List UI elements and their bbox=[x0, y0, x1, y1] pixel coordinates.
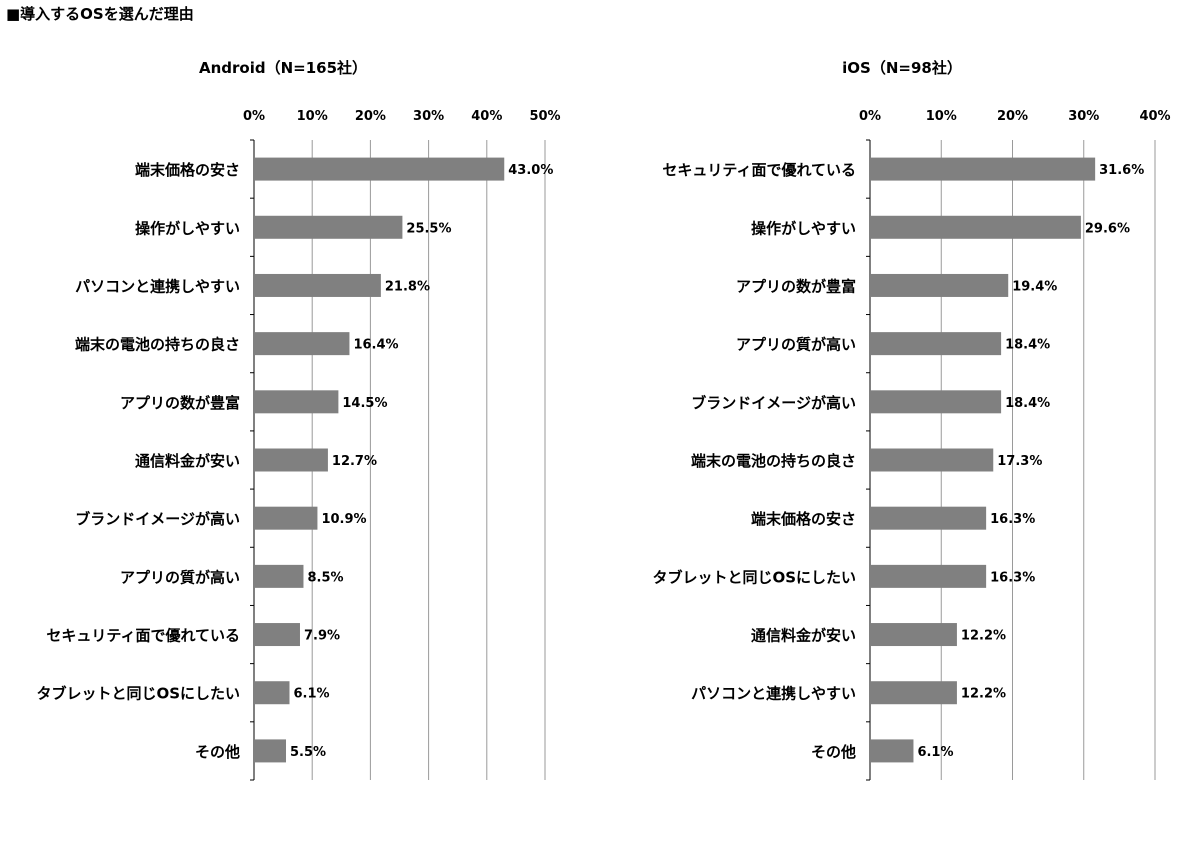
ios-data-label: 29.6% bbox=[1085, 221, 1130, 236]
android-chart: Android（N=165社） 0% 10% 20% 30% 40% 50% 端末価格の安さ… bbox=[36, 59, 561, 781]
ios-data-label: 16.3% bbox=[990, 512, 1035, 527]
ios-bar bbox=[870, 739, 914, 763]
android-bar bbox=[254, 681, 290, 705]
android-bar bbox=[254, 390, 339, 414]
ios-data-label: 12.2% bbox=[961, 687, 1006, 702]
android-category-label: 端末の電池の持ちの良さ bbox=[75, 336, 240, 354]
ios-data-label: 18.4% bbox=[1005, 396, 1050, 411]
ios-data-label: 6.1% bbox=[917, 745, 953, 760]
android-bar bbox=[254, 332, 350, 356]
android-chart-title: Android（N=165社） bbox=[198, 59, 368, 77]
android-bar bbox=[254, 157, 505, 181]
ios-category-label: 通信料金が安い bbox=[751, 627, 856, 645]
ios-tick-label: 10% bbox=[926, 109, 957, 124]
ios-chart-title: iOS（N=98社） bbox=[842, 59, 962, 77]
android-data-label: 10.9% bbox=[321, 512, 366, 527]
android-bar bbox=[254, 564, 304, 588]
android-category-label: ブランドイメージが高い bbox=[75, 510, 240, 528]
ios-category-label: タブレットと同じOSにしたい bbox=[652, 568, 856, 586]
ios-category-label: 操作がしやすい bbox=[751, 219, 856, 237]
android-data-label: 8.5% bbox=[307, 570, 343, 585]
ios-plot: 0% 10% 20% 30% 40% セキュリティ面で優れている 31.6% 操作がしやすい 2… bbox=[652, 109, 1171, 781]
android-category-label: アプリの質が高い bbox=[120, 568, 240, 586]
android-bar bbox=[254, 448, 328, 472]
ios-bar bbox=[870, 332, 1002, 356]
ios-category-label: パソコンと連携しやすい bbox=[691, 685, 856, 703]
ios-tick-label: 40% bbox=[1139, 109, 1170, 124]
android-category-label: その他 bbox=[195, 743, 240, 761]
android-data-label: 5.5% bbox=[290, 745, 326, 760]
android-tick-label: 30% bbox=[413, 109, 444, 124]
android-bar bbox=[254, 739, 287, 763]
ios-bar bbox=[870, 273, 1009, 297]
ios-data-label: 16.3% bbox=[990, 570, 1035, 585]
ios-category-label: 端末の電池の持ちの良さ bbox=[691, 452, 856, 470]
ios-category-label: その他 bbox=[811, 743, 856, 761]
ios-bar bbox=[870, 623, 957, 647]
ios-chart: iOS（N=98社） 0% 10% 20% 30% 40% セキュリティ面で優れている 31… bbox=[600, 0, 1200, 852]
ios-bar bbox=[870, 390, 1002, 414]
ios-bar bbox=[870, 157, 1096, 181]
ios-bar bbox=[870, 681, 957, 705]
ios-bar bbox=[870, 564, 987, 588]
ios-category-label: アプリの質が高い bbox=[736, 336, 856, 354]
ios-category-label: 端末価格の安さ bbox=[751, 510, 856, 528]
ios-category-label: ブランドイメージが高い bbox=[691, 394, 856, 412]
ios-category-label: セキュリティ面で優れている bbox=[662, 161, 856, 179]
ios-category-label: アプリの数が豊富 bbox=[736, 277, 856, 295]
android-category-label: 通信料金が安い bbox=[135, 452, 240, 470]
ios-data-label: 31.6% bbox=[1099, 163, 1144, 178]
ios-bar bbox=[870, 448, 994, 472]
android-bar bbox=[254, 506, 318, 530]
android-data-label: 16.4% bbox=[353, 338, 398, 353]
ios-data-label: 12.2% bbox=[961, 629, 1006, 644]
android-data-label: 14.5% bbox=[342, 396, 387, 411]
android-data-label: 6.1% bbox=[294, 687, 330, 702]
android-bar bbox=[254, 623, 300, 647]
android-plot: 0% 10% 20% 30% 40% 50% 端末価格の安さ 43.0% 操作がしやすい 25.5… bbox=[36, 109, 561, 781]
page-title: ■導入するOSを選んだ理由 bbox=[6, 5, 194, 23]
ios-tick-label: 20% bbox=[997, 109, 1028, 124]
android-category-label: パソコンと連携しやすい bbox=[75, 277, 240, 295]
android-category-label: アプリの数が豊富 bbox=[120, 394, 240, 412]
ios-data-label: 17.3% bbox=[997, 454, 1042, 469]
android-category-label: 操作がしやすい bbox=[135, 219, 240, 237]
android-category-label: 端末価格の安さ bbox=[135, 161, 240, 179]
ios-tick-label: 0% bbox=[859, 109, 881, 124]
android-tick-label: 20% bbox=[355, 109, 386, 124]
android-tick-label: 0% bbox=[243, 109, 265, 124]
android-tick-label: 50% bbox=[529, 109, 560, 124]
android-tick-label: 10% bbox=[297, 109, 328, 124]
ios-bar bbox=[870, 215, 1081, 239]
android-data-label: 25.5% bbox=[406, 221, 451, 236]
android-category-label: タブレットと同じOSにしたい bbox=[36, 685, 240, 703]
ios-bar bbox=[870, 506, 987, 530]
android-data-label: 12.7% bbox=[332, 454, 377, 469]
android-data-label: 7.9% bbox=[304, 629, 340, 644]
android-data-label: 43.0% bbox=[508, 163, 553, 178]
android-data-label: 21.8% bbox=[385, 279, 430, 294]
ios-data-label: 19.4% bbox=[1012, 279, 1057, 294]
ios-data-label: 18.4% bbox=[1005, 338, 1050, 353]
android-category-label: セキュリティ面で優れている bbox=[46, 627, 240, 645]
android-bar bbox=[254, 273, 381, 297]
android-tick-label: 40% bbox=[471, 109, 502, 124]
android-bar bbox=[254, 215, 403, 239]
ios-tick-label: 30% bbox=[1068, 109, 1099, 124]
